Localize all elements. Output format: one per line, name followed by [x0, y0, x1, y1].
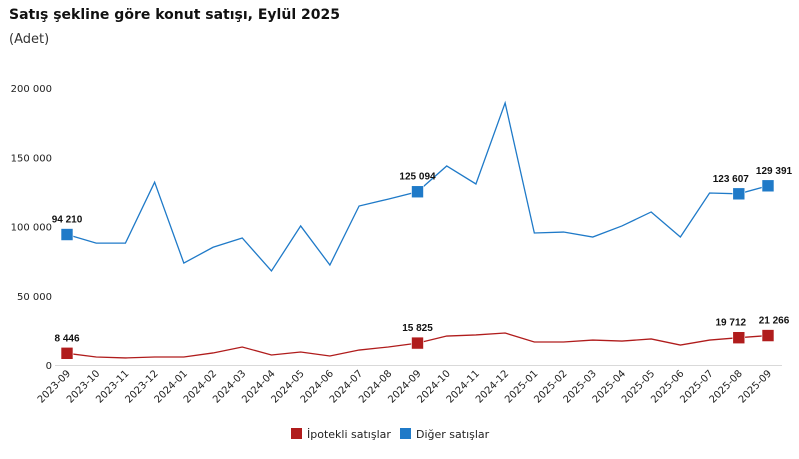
- data-point-marker: [732, 187, 746, 201]
- data-point-marker: [60, 228, 74, 241]
- data-label: 125 094: [399, 172, 436, 183]
- legend-label: Diğer satışlar: [416, 428, 490, 441]
- data-point-marker: [761, 179, 775, 193]
- y-tick-label: 50 000: [17, 292, 52, 303]
- data-label: 8 446: [54, 333, 79, 344]
- chart-title: Satış şekline göre konut satışı, Eylül 2…: [9, 7, 340, 23]
- data-label: 15 825: [402, 323, 433, 334]
- data-point-marker: [411, 336, 424, 350]
- data-point-marker: [732, 331, 746, 344]
- y-tick-label: 150 000: [11, 153, 52, 164]
- chart-subtitle: (Adet): [9, 32, 50, 47]
- y-tick-label: 200 000: [11, 84, 52, 95]
- data-label: 21 266: [759, 316, 790, 327]
- data-point-marker: [60, 347, 74, 360]
- data-point-marker: [411, 185, 424, 199]
- legend-marker: [400, 428, 411, 439]
- y-tick-label: 0: [46, 361, 52, 372]
- data-point-marker: [761, 329, 775, 342]
- data-label: 129 391: [756, 166, 793, 177]
- y-tick-label: 100 000: [11, 223, 52, 234]
- data-label: 94 210: [52, 215, 83, 226]
- data-label: 19 712: [715, 318, 746, 329]
- legend-label: İpotekli satışlar: [307, 428, 391, 441]
- data-label: 123 607: [713, 174, 750, 185]
- legend-marker: [291, 428, 302, 439]
